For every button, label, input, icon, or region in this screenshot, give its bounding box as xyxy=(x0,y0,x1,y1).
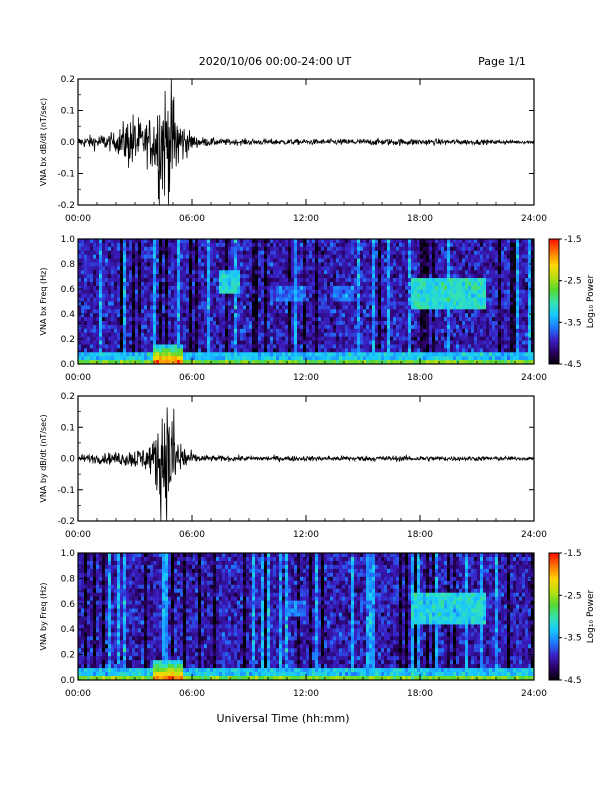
spectrogram-panel-2-colorbar-tick-label: -1.5 xyxy=(564,235,582,245)
waveform-panel-1-x-tick-label: 12:00 xyxy=(293,214,319,224)
spectrogram-panel-4-x-tick-label: 24:00 xyxy=(521,689,547,699)
waveform-panel-1-x-tick-label: 18:00 xyxy=(407,214,433,224)
waveform-panel-1: 00:00 06:00 12:00 18:00 24:00 0.2 0.1 0.0 -0.1 -0… xyxy=(39,75,547,224)
spectrogram-panel-2-y-tick-label: 0.0 xyxy=(61,360,76,370)
spectrogram-panel-2-x-tick-label: 12:00 xyxy=(293,373,319,383)
spectrogram-panel-4-y-tick-label: 0.8 xyxy=(61,574,76,584)
spectrogram-panel-4-x-tick-label: 12:00 xyxy=(293,689,319,699)
waveform-panel-3-x-tick-label: 24:00 xyxy=(521,530,547,540)
spectrogram-panel-2-y-tick-label: 1.0 xyxy=(61,235,76,245)
waveform-panel-1-trace xyxy=(77,78,535,206)
waveform-panel-3-y-axis-label: VNA by dB/dt (nT/sec) xyxy=(39,414,48,502)
spectrogram-panel-2-y-tick-label: 0.6 xyxy=(61,285,76,295)
spectrogram-panel-4-x-tick-label: 06:00 xyxy=(179,689,205,699)
spectrogram-panel-4-colorbar-tick-label: -3.5 xyxy=(564,634,582,644)
spectrogram-panel-2: -1.5 -2.5 -3.5 -4.5 Log₁₀ Power 00:00 06:00 12:… xyxy=(39,235,596,383)
spectrogram-panel-2-x-tick-label: 24:00 xyxy=(521,373,547,383)
spectrogram-panel-4-y-tick-label: 0.6 xyxy=(61,600,76,610)
spectrogram-panel-4-colorbar-tick-label: -4.5 xyxy=(564,676,582,686)
waveform-panel-3-y-tick-label: -0.1 xyxy=(57,486,75,496)
spectrogram-panel-4-colorbar-tick-label: -1.5 xyxy=(564,549,582,559)
waveform-panel-3-x-tick-label: 00:00 xyxy=(65,530,91,540)
waveform-panel-1-x-tick-label: 06:00 xyxy=(179,214,205,224)
waveform-panel-1-y-axis-label: VNA bx dB/dt (nT/sec) xyxy=(39,98,48,186)
waveform-panel-3-y-tick-label: -0.2 xyxy=(57,517,75,527)
spectrogram-panel-4-colorbar-tick-label: -2.5 xyxy=(564,591,582,601)
page-number: Page 1/1 xyxy=(478,55,526,68)
spectrogram-panel-2-colorbar-tick-label: -3.5 xyxy=(564,318,582,328)
waveform-panel-3-trace xyxy=(77,407,535,522)
waveform-panel-1-y-tick-label: 0.0 xyxy=(61,138,76,148)
spectrogram-panel-2-y-axis-label: VNA bx Freq (Hz) xyxy=(39,268,48,336)
waveform-panel-3-x-tick-label: 12:00 xyxy=(293,530,319,540)
spectrogram-panel-4-y-tick-label: 0.2 xyxy=(61,651,75,661)
waveform-panel-1-y-tick-label: 0.1 xyxy=(61,107,75,117)
spectrogram-panel-2-colorbar-tick-label: -2.5 xyxy=(564,277,582,287)
spectrogram-panel-2-y-tick-label: 0.4 xyxy=(61,310,76,320)
spectrogram-panel-2-colorbar xyxy=(548,238,560,365)
spectrogram-panel-2-y-tick-label: 0.2 xyxy=(61,335,75,345)
spectrogram-panel-2-cells xyxy=(78,239,535,365)
spectrogram-panel-2-x-tick-label: 06:00 xyxy=(179,373,205,383)
spectrogram-panel-4-x-tick-label: 00:00 xyxy=(65,689,91,699)
waveform-panel-3-y-tick-label: 0.1 xyxy=(61,423,75,433)
waveform-panel-1-y-tick-label: 0.2 xyxy=(61,75,75,85)
waveform-panel-3: 00:00 06:00 12:00 18:00 24:00 0.2 0.1 0.0 -0.1 -0… xyxy=(39,392,547,540)
waveform-panel-3-x-tick-label: 18:00 xyxy=(407,530,433,540)
spectrogram-panel-2-y-tick-label: 0.8 xyxy=(61,260,76,270)
plot-title: 2020/10/06 00:00-24:00 UT xyxy=(199,55,352,68)
spectrogram-panel-4-y-tick-label: 0.0 xyxy=(61,676,76,686)
x-axis-title: Universal Time (hh:mm) xyxy=(217,712,350,725)
spectrogram-panel-4-colorbar-label: Log₁₀ Power xyxy=(586,590,596,644)
spectrogram-panel-4-cells xyxy=(78,553,535,681)
waveform-panel-3-y-tick-label: 0.2 xyxy=(61,392,75,402)
waveform-panel-3-y-tick-label: 0.0 xyxy=(61,455,76,465)
spectrogram-panel-4: -1.5 -2.5 -3.5 -4.5 Log₁₀ Power 00:00 06:00 12:… xyxy=(39,549,596,699)
spectrogram-panel-2-colorbar-label: Log₁₀ Power xyxy=(586,275,596,329)
spectrogram-panel-2-x-tick-label: 18:00 xyxy=(407,373,433,383)
waveform-panel-1-x-tick-label: 24:00 xyxy=(521,214,547,224)
waveform-panel-1-y-tick-label: -0.2 xyxy=(57,201,75,211)
spectrogram-panel-4-y-tick-label: 0.4 xyxy=(61,625,76,635)
spectrogram-panel-4-colorbar xyxy=(548,552,560,681)
spectrogram-panel-2-colorbar-tick-label: -4.5 xyxy=(564,360,582,370)
waveform-panel-3-x-tick-label: 06:00 xyxy=(179,530,205,540)
spectrogram-panel-4-y-tick-label: 1.0 xyxy=(61,549,76,559)
waveform-panel-1-x-tick-label: 00:00 xyxy=(65,214,91,224)
spectrogram-panel-4-x-tick-label: 18:00 xyxy=(407,689,433,699)
spectrogram-panel-2-x-tick-label: 00:00 xyxy=(65,373,91,383)
waveform-panel-1-y-tick-label: -0.1 xyxy=(57,170,75,180)
spectrogram-panel-4-y-axis-label: VNA by Freq (Hz) xyxy=(39,583,48,651)
